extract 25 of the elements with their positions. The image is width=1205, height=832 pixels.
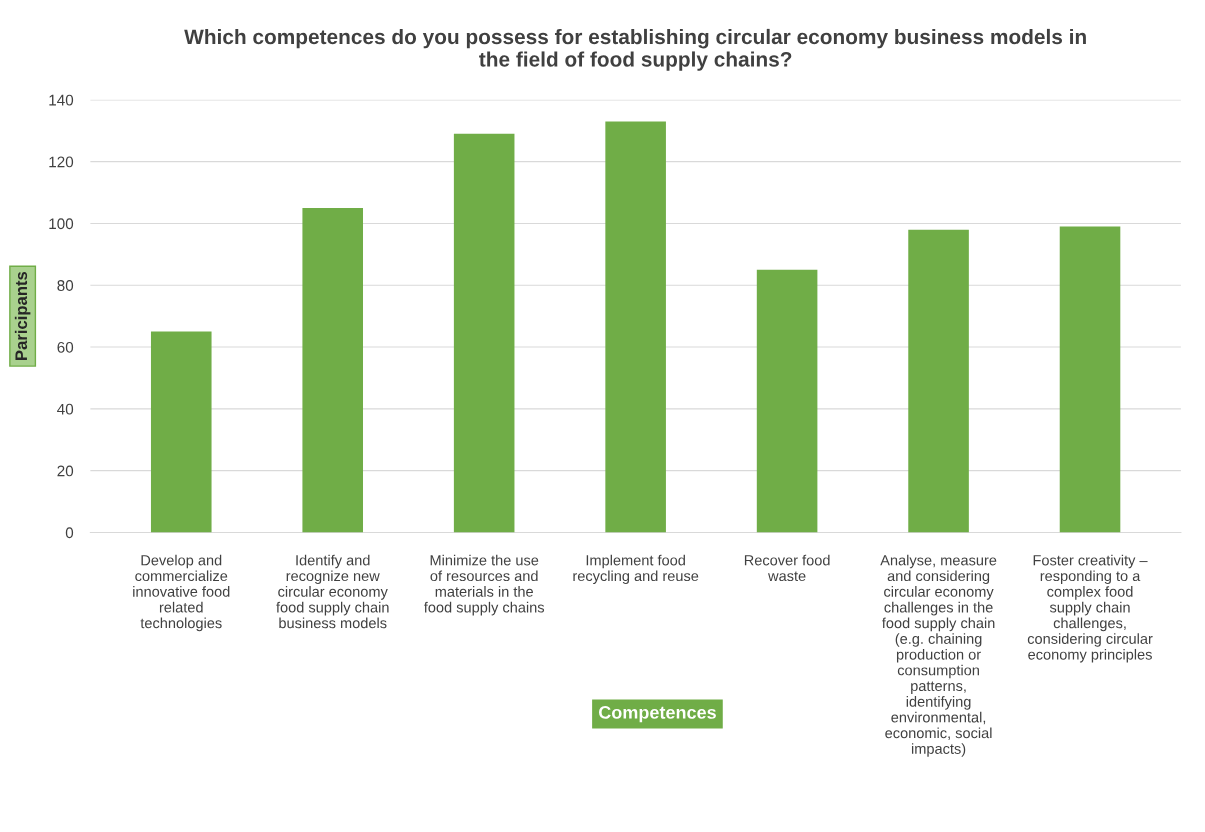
y-tick-label: 120 (49, 156, 74, 168)
y-axis-title: Paricipants (14, 271, 31, 360)
bar (756, 269, 818, 533)
bar (605, 121, 666, 533)
y-tick-label: 60 (57, 341, 74, 353)
y-tick-label: 80 (57, 280, 74, 291)
chart-title: Which competences do you possess for establishing circular economy business models in the field of food supply chains? (184, 28, 1086, 71)
y-tick-label: 100 (49, 218, 74, 230)
y-tick-label: 40 (57, 403, 74, 415)
x-axis-title: Competences (598, 706, 716, 723)
bar (150, 331, 212, 533)
bar (908, 229, 969, 533)
y-tick-label: 0 (65, 527, 74, 539)
x-tick-label: Foster creativity – responding to a complex food supply chain challenges, considering circular economy principles (1027, 554, 1153, 663)
y-tick-label: 20 (57, 465, 74, 477)
category-label: Analyse, measure and considering circular economy challenges in the food supply chain (e.g. chaining production or consumption patterns, identifying environmental, economic, social impacts) (880, 554, 997, 757)
y-tick-label: 140 (49, 94, 74, 106)
bar (302, 208, 364, 533)
bar (453, 133, 515, 533)
x-tick-label: Minimize the use of resources and materials in the food supply chains (423, 554, 545, 616)
x-tick-label: Identify and recognize new circular economy food supply chain business models (276, 554, 389, 629)
x-tick-label: Recover food waste (744, 554, 830, 582)
x-tick-label: Develop and commercialize innovative food related technologies (133, 554, 230, 632)
x-tick-label: Implement food recycling and reuse (573, 554, 699, 584)
bar (1059, 226, 1121, 533)
